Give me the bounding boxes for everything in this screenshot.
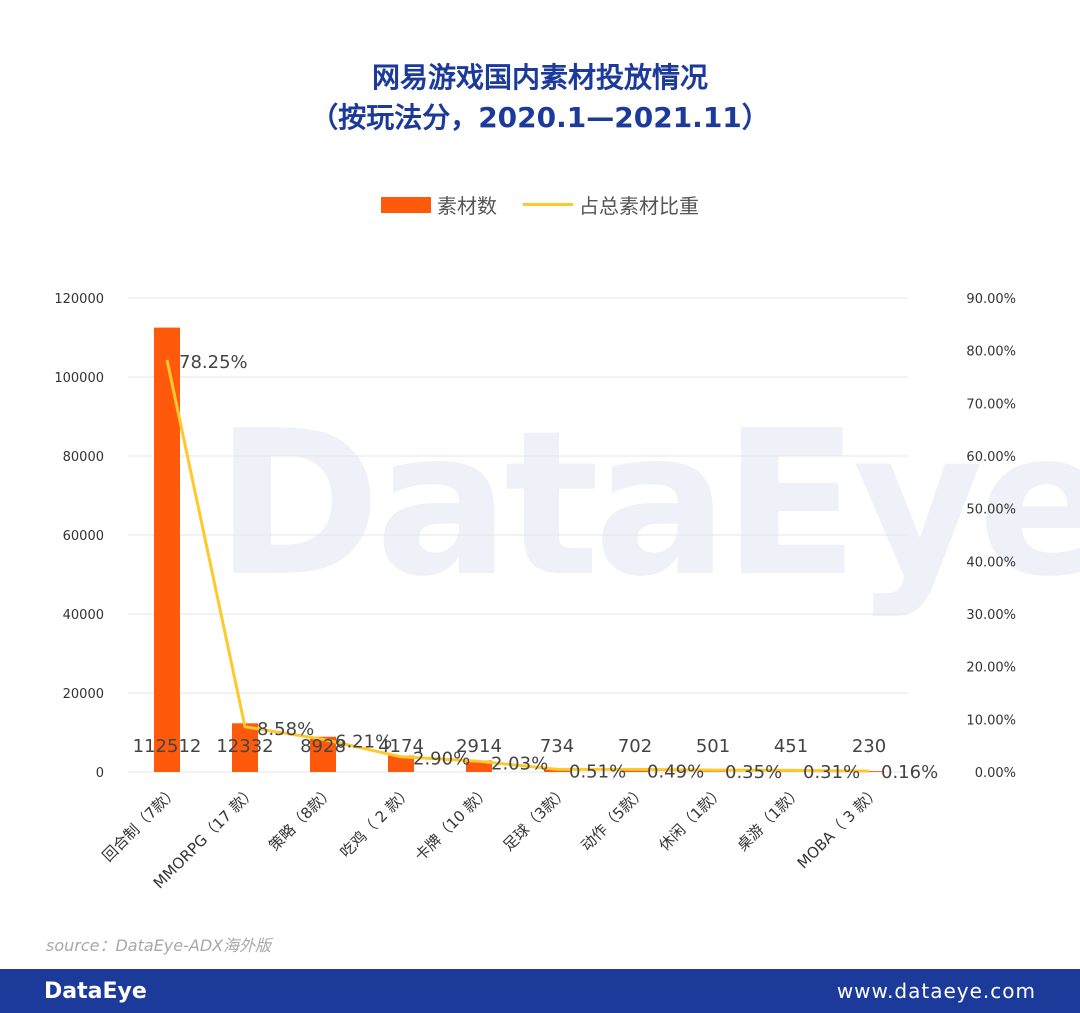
category-label: 策略（8款） xyxy=(265,782,338,855)
bar-value-label: 4174 xyxy=(378,736,424,757)
bar-value-label: 2914 xyxy=(456,736,502,757)
bar xyxy=(154,327,180,772)
legend-bar-label: 素材数 xyxy=(437,194,497,218)
chart-title: 网易游戏国内素材投放情况 xyxy=(371,61,708,94)
legend-line-label: 占总素材比重 xyxy=(579,194,699,218)
footer-brand-logo: DataEye xyxy=(44,978,147,1004)
bar-value-label: 702 xyxy=(618,736,652,757)
footer-url: www.dataeye.com xyxy=(836,979,1036,1003)
legend-item-bar: 素材数 xyxy=(381,190,497,219)
category-label: 休闲（1款） xyxy=(655,782,728,855)
right-tick-label: 40.00% xyxy=(966,555,1016,570)
right-tick-label: 50.00% xyxy=(966,503,1016,518)
right-tick-label: 60.00% xyxy=(966,450,1016,465)
line-value-label: 0.51% xyxy=(569,761,626,782)
category-label: MOBA（ 3 款） xyxy=(794,782,884,872)
chart-canvas: 0 20000 40000 60000 80000 100000 120000 0.00% 10… xyxy=(54,292,1016,892)
watermark-logo: DataEye xyxy=(215,388,1080,621)
bar-value-label: 12332 xyxy=(216,736,273,757)
left-tick-label: 100000 xyxy=(54,371,104,386)
footer-bar: DataEye www.dataeye.com xyxy=(0,969,1080,1013)
bar-value-label: 734 xyxy=(540,736,574,757)
chart-legend: 素材数 占总素材比重 xyxy=(0,190,1080,219)
line-value-label: 8.58% xyxy=(257,719,314,740)
line-value-label: 0.16% xyxy=(881,762,938,783)
source-note: source：DataEye-ADX海外版 xyxy=(46,936,272,955)
category-label: 动作（5款） xyxy=(577,782,650,855)
series-line-share xyxy=(165,359,870,773)
category-label: 吃鸡（ 2 款） xyxy=(337,782,416,861)
chart-subtitle: （按玩法分，2020.1—2021.11） xyxy=(310,101,770,134)
bar-value-label: 230 xyxy=(852,736,886,757)
left-tick-label: 20000 xyxy=(63,687,104,702)
category-label: 桌游（1款） xyxy=(733,782,806,855)
category-label: 足球（3款） xyxy=(499,782,572,855)
bar xyxy=(232,723,258,772)
bar xyxy=(388,755,414,772)
right-tick-label: 80.00% xyxy=(966,345,1016,360)
line-value-label: 0.31% xyxy=(803,762,860,783)
bar-value-label: 8928 xyxy=(300,736,346,757)
right-tick-label: 20.00% xyxy=(966,661,1016,676)
bar xyxy=(856,771,882,772)
bar-value-label: 501 xyxy=(696,736,730,757)
line-value-label: 2.03% xyxy=(491,753,548,774)
line-value-label: 0.49% xyxy=(647,761,704,782)
line-value-label: 78.25% xyxy=(179,352,248,373)
right-tick-label: 70.00% xyxy=(966,397,1016,412)
category-label: 卡牌（10 款） xyxy=(411,782,494,865)
right-tick-label: 30.00% xyxy=(966,608,1016,623)
line-value-label: 0.35% xyxy=(725,762,782,783)
left-tick-label: 120000 xyxy=(54,292,104,307)
bar-value-label: 451 xyxy=(774,736,808,757)
right-tick-label: 90.00% xyxy=(966,292,1016,307)
bar xyxy=(466,760,492,772)
left-tick-label: 80000 xyxy=(63,450,104,465)
category-label: 回合制（7款） xyxy=(99,782,182,865)
legend-line-swatch xyxy=(523,203,573,206)
left-tick-label: 40000 xyxy=(63,608,104,623)
line-value-label: 2.90% xyxy=(413,749,470,770)
legend-bar-swatch xyxy=(381,196,431,213)
right-tick-label: 0.00% xyxy=(975,766,1016,781)
bar-value-label: 112512 xyxy=(133,736,202,757)
right-tick-label: 10.00% xyxy=(966,713,1016,728)
left-tick-label: 60000 xyxy=(63,529,104,544)
legend-item-line: 占总素材比重 xyxy=(509,190,699,219)
left-tick-label: 0 xyxy=(96,766,104,781)
line-value-label: 6.21% xyxy=(335,731,392,752)
